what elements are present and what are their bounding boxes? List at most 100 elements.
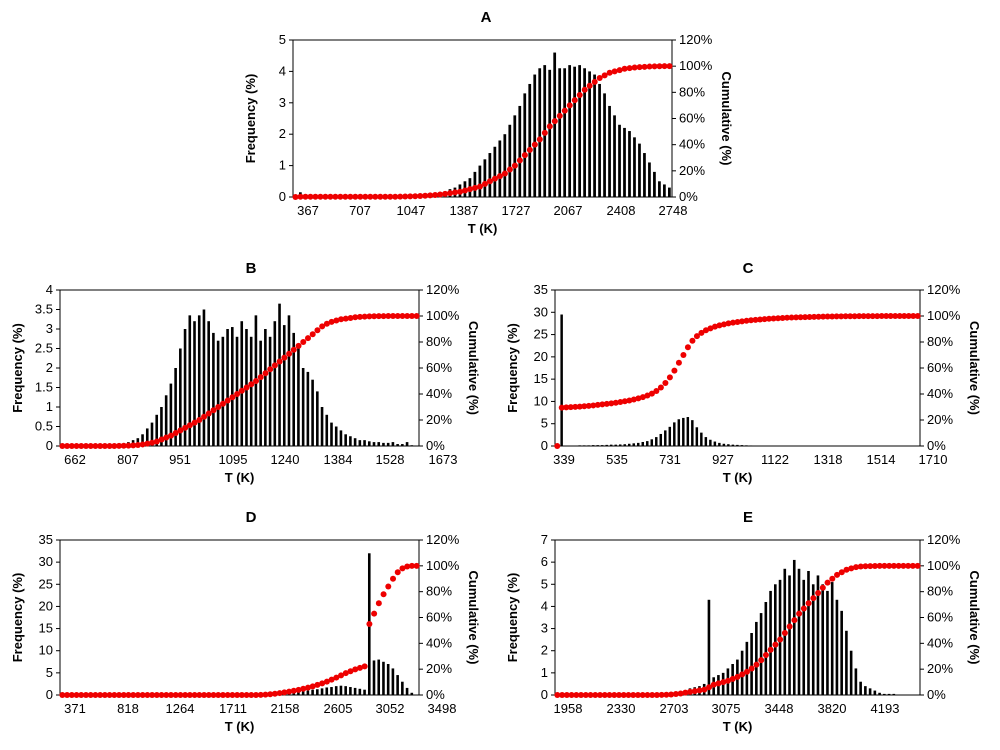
cumulative-point (312, 193, 319, 200)
y2-tick-label: 120% (426, 282, 460, 297)
frequency-bar (230, 327, 234, 446)
y-tick-label: 6 (541, 554, 548, 569)
cumulative-point (887, 313, 894, 319)
cumulative-point (820, 313, 827, 320)
cumulative-point (563, 692, 570, 698)
cumulative-point (682, 689, 689, 696)
cumulative-point (342, 193, 349, 200)
x-axis-title: T (K) (225, 470, 255, 485)
frequency-bar (282, 325, 286, 446)
frequency-bar (849, 650, 853, 695)
y-tick-label: 4 (279, 63, 286, 78)
cumulative-point (442, 190, 449, 197)
y-tick-label: 10 (39, 643, 53, 658)
cumulative-point (725, 677, 732, 684)
x-tick-label: 2703 (660, 701, 689, 716)
cumulative-point (819, 584, 826, 591)
y-tick-label: 7 (541, 532, 548, 547)
cumulative-point (666, 63, 673, 70)
x-tick-label: 367 (297, 203, 319, 218)
cumulative-point (134, 692, 141, 698)
cumulative-point (561, 107, 568, 114)
cumulative-point (606, 692, 613, 698)
y2-tick-label: 100% (426, 558, 460, 573)
frequency-bar (523, 93, 527, 197)
frequency-bar (183, 329, 187, 446)
x-tick-label: 1318 (814, 452, 843, 467)
cumulative-point (328, 318, 335, 325)
y-axis-title: Frequency (%) (505, 573, 520, 663)
cumulative-point (319, 323, 326, 330)
cumulative-point (134, 441, 141, 448)
cumulative-point (332, 193, 339, 200)
cumulative-point (729, 319, 736, 326)
chart-a: 0 1 2 3 4 5 0% 20% 40% 60% 80% 100% 120% 367 707 1047 13… (243, 9, 734, 236)
frequency-bar (826, 590, 829, 695)
frequency-bar (330, 422, 333, 446)
frequency-bar (668, 426, 672, 446)
frequency-bar (264, 329, 267, 446)
cumulative-point (781, 630, 788, 636)
frequency-bar (603, 93, 606, 197)
frequency-bar (558, 68, 562, 197)
frequency-bar (344, 434, 347, 446)
y2-tick-label: 20% (426, 412, 452, 427)
cumulative-point (257, 691, 264, 698)
cumulative-point (711, 323, 718, 330)
cumulative-point (775, 315, 782, 322)
cumulative-point (587, 692, 594, 698)
frequency-bar (538, 68, 542, 197)
cumulative-point (323, 678, 330, 685)
cumulative-point (860, 313, 867, 320)
frequency-bar (623, 127, 626, 197)
cumulative-point (658, 691, 665, 698)
cumulative-point (554, 443, 561, 449)
frequency-bar (202, 309, 206, 446)
cumulative-point (422, 192, 429, 199)
cumulative-point (615, 692, 622, 698)
x-tick-label: 1384 (324, 452, 353, 467)
frequency-bar (249, 336, 253, 446)
cumulative-point (97, 692, 104, 698)
frequency-bar (573, 66, 577, 197)
frequency-bar (628, 443, 631, 446)
cumulative-point (779, 314, 786, 321)
x-tick-label: 1122 (761, 452, 789, 467)
cumulative-point (606, 69, 613, 76)
cumulative-point (101, 443, 108, 449)
frequency-bar (386, 442, 390, 446)
cumulative-point (328, 676, 335, 683)
cumulative-point (702, 327, 709, 334)
cumulative-point (506, 166, 513, 173)
cumulative-point (361, 313, 368, 320)
cumulative-point (262, 691, 269, 698)
cumulative-point (257, 374, 264, 381)
cumulative-point (158, 692, 165, 698)
cumulative-point (163, 434, 170, 441)
cumulative-point (661, 63, 668, 70)
y2-tick-label: 80% (927, 334, 953, 349)
cumulative-point (871, 562, 878, 569)
cumulative-point (620, 692, 627, 698)
y-tick-label: 0 (541, 687, 548, 702)
frequency-bar (764, 602, 768, 695)
cumulative-point (111, 443, 118, 449)
x-tick-label: 1095 (219, 452, 248, 467)
y2-tick-label: 40% (426, 635, 452, 650)
cumulative-point (302, 193, 309, 200)
cumulative-point (791, 617, 798, 624)
frequency-bar (609, 444, 613, 446)
frequency-bar (410, 445, 414, 446)
x-axis-title: T (K) (723, 470, 753, 485)
frequency-bar (638, 143, 641, 197)
frequency-bar (788, 575, 791, 695)
cumulative-point (720, 321, 727, 328)
frequency-bar (740, 445, 744, 446)
frequency-bar (637, 442, 640, 446)
cumulative-point (892, 313, 899, 319)
frequency-bar (174, 368, 177, 446)
cumulative-point (404, 563, 411, 570)
cumulative-point (829, 313, 836, 320)
cumulative-point (144, 440, 151, 447)
